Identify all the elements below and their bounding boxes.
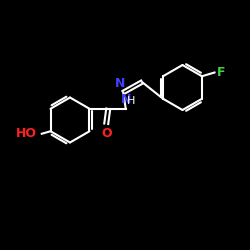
Text: O: O: [101, 127, 112, 140]
Text: HO: HO: [16, 127, 37, 140]
Text: H: H: [127, 96, 136, 106]
Text: N: N: [120, 93, 131, 106]
Text: F: F: [217, 66, 226, 79]
Text: N: N: [115, 77, 126, 90]
